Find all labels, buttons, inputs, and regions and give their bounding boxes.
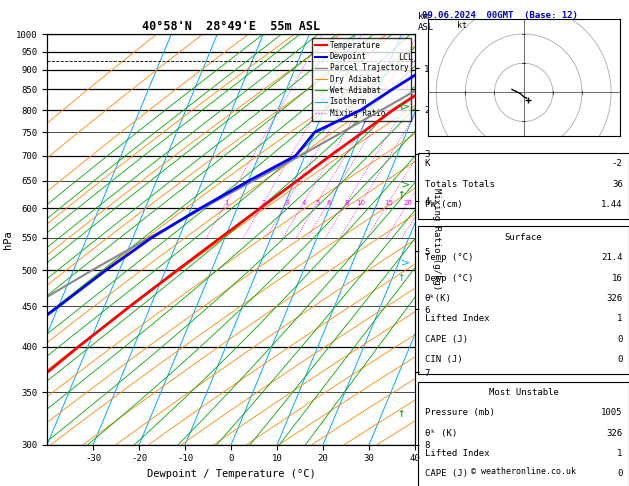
Text: 36: 36 <box>612 180 623 189</box>
Bar <box>418 226 629 374</box>
Y-axis label: hPa: hPa <box>3 230 13 249</box>
Text: K: K <box>425 159 430 168</box>
Text: >: > <box>401 102 410 112</box>
Text: 0: 0 <box>617 335 623 344</box>
Text: Totals Totals: Totals Totals <box>425 180 494 189</box>
Text: ↑: ↑ <box>397 101 404 113</box>
Text: 1: 1 <box>224 200 228 206</box>
Text: 326: 326 <box>606 294 623 303</box>
Text: 0: 0 <box>617 469 623 478</box>
Text: >: > <box>401 258 410 267</box>
Legend: Temperature, Dewpoint, Parcel Trajectory, Dry Adiabat, Wet Adiabat, Isotherm, Mi: Temperature, Dewpoint, Parcel Trajectory… <box>312 38 411 121</box>
Bar <box>418 153 629 219</box>
Text: Lifted Index: Lifted Index <box>425 449 489 458</box>
Text: -2: -2 <box>612 159 623 168</box>
Text: θᵏ (K): θᵏ (K) <box>425 429 457 438</box>
Text: Dewp (°C): Dewp (°C) <box>425 274 473 282</box>
Title: 40°58'N  28°49'E  55m ASL: 40°58'N 28°49'E 55m ASL <box>142 20 320 33</box>
Y-axis label: Mixing Ratio (g/kg): Mixing Ratio (g/kg) <box>431 188 441 291</box>
Text: 1: 1 <box>617 314 623 324</box>
Text: ↑: ↑ <box>397 271 404 283</box>
Text: PW (cm): PW (cm) <box>425 200 462 209</box>
Text: 21.4: 21.4 <box>601 253 623 262</box>
Text: 15: 15 <box>384 200 393 206</box>
Text: Pressure (mb): Pressure (mb) <box>425 408 494 417</box>
Text: Lifted Index: Lifted Index <box>425 314 489 324</box>
X-axis label: Dewpoint / Temperature (°C): Dewpoint / Temperature (°C) <box>147 469 316 479</box>
Bar <box>418 382 629 486</box>
Text: 20: 20 <box>404 200 413 206</box>
Text: 1.44: 1.44 <box>601 200 623 209</box>
Text: 3: 3 <box>284 200 289 206</box>
Text: Most Unstable: Most Unstable <box>489 388 559 397</box>
Text: 10: 10 <box>357 200 365 206</box>
Text: kt: kt <box>457 21 467 30</box>
Text: 5: 5 <box>315 200 320 206</box>
Text: ↑: ↑ <box>397 188 404 201</box>
Text: CAPE (J): CAPE (J) <box>425 335 467 344</box>
Text: 1: 1 <box>617 449 623 458</box>
Text: Temp (°C): Temp (°C) <box>425 253 473 262</box>
Text: 1005: 1005 <box>601 408 623 417</box>
Text: 326: 326 <box>606 429 623 438</box>
Text: 0: 0 <box>617 355 623 364</box>
Text: CIN (J): CIN (J) <box>425 355 462 364</box>
Text: 2: 2 <box>262 200 266 206</box>
Text: Surface: Surface <box>505 233 542 242</box>
Text: >: > <box>401 180 410 190</box>
Text: θᵏ(K): θᵏ(K) <box>425 294 452 303</box>
Text: 8: 8 <box>345 200 349 206</box>
Text: CAPE (J): CAPE (J) <box>425 469 467 478</box>
Text: LCL: LCL <box>398 53 413 62</box>
Text: 09.06.2024  00GMT  (Base: 12): 09.06.2024 00GMT (Base: 12) <box>423 11 579 20</box>
Text: km
ASL: km ASL <box>418 12 435 32</box>
Text: ↑: ↑ <box>397 407 404 419</box>
Text: 4: 4 <box>301 200 306 206</box>
Text: 16: 16 <box>612 274 623 282</box>
Text: © weatheronline.co.uk: © weatheronline.co.uk <box>471 467 576 476</box>
Text: 6: 6 <box>326 200 331 206</box>
